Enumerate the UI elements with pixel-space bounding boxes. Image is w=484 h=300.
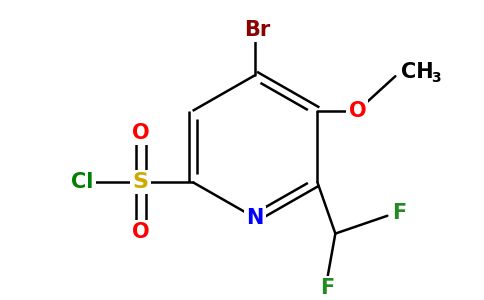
Text: S: S — [133, 172, 149, 192]
Text: F: F — [392, 203, 407, 223]
Text: Cl: Cl — [72, 172, 94, 192]
Text: N: N — [246, 208, 264, 228]
Text: F: F — [320, 278, 334, 298]
Text: 3: 3 — [432, 71, 441, 85]
Text: O: O — [132, 123, 150, 142]
Text: O: O — [348, 101, 366, 121]
Text: O: O — [132, 222, 150, 242]
Text: Br: Br — [244, 20, 270, 40]
Text: CH: CH — [401, 62, 434, 82]
